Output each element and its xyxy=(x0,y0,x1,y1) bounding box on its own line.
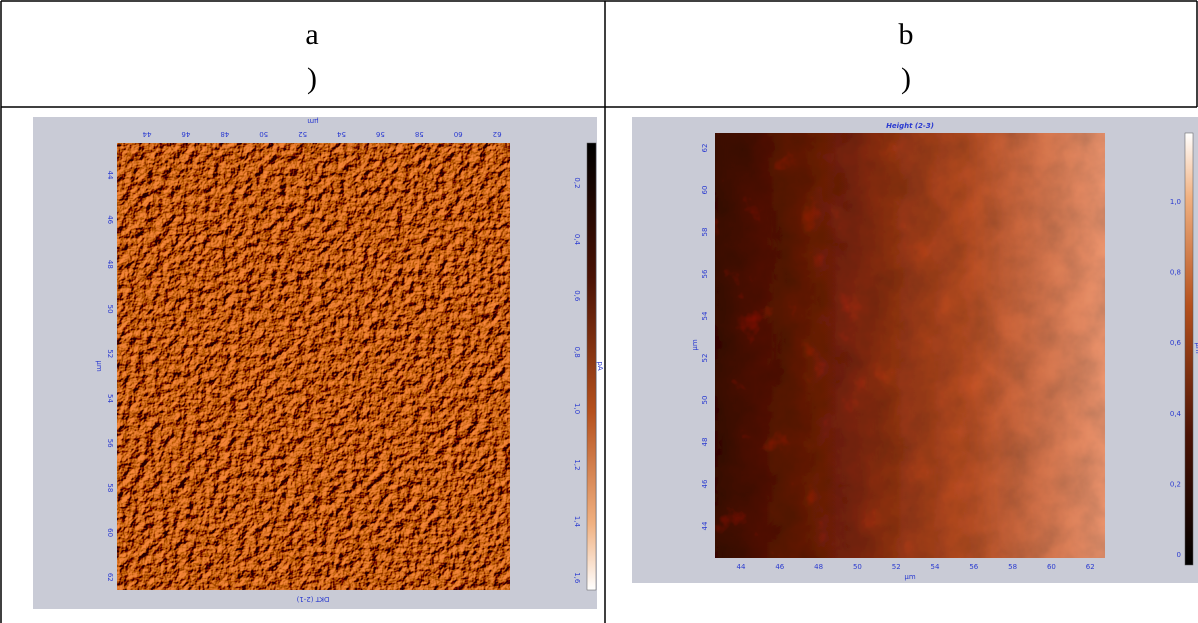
colorbar-tick-label: 0,8 xyxy=(1170,269,1181,277)
colorbar-tick-label: 0,8 xyxy=(573,347,581,358)
y-tick-label: 62 xyxy=(701,144,709,153)
y-tick-label: 52 xyxy=(106,349,114,358)
x-tick-label: 62 xyxy=(493,130,502,138)
x-tick-label: 54 xyxy=(337,130,346,138)
x-tick-label: 46 xyxy=(775,563,784,571)
colorbar-tick-label: 1,4 xyxy=(573,516,581,528)
axis-unit: µm xyxy=(307,117,318,125)
y-tick-label: 62 xyxy=(106,573,114,582)
x-tick-label: 44 xyxy=(142,130,151,138)
colorbar-tick-label: 1,0 xyxy=(573,403,581,414)
x-tick-label: 50 xyxy=(259,130,268,138)
x-tick-label: 58 xyxy=(1008,563,1017,571)
y-tick-label: 48 xyxy=(106,260,114,269)
y-tick-label: 60 xyxy=(106,528,114,537)
x-tick-label: 46 xyxy=(181,130,190,138)
y-tick-label: 58 xyxy=(106,483,114,492)
x-tick-label: 44 xyxy=(737,563,746,571)
y-tick-label: 54 xyxy=(106,394,114,403)
y-tick-label: 46 xyxy=(106,215,114,224)
x-tick-label: 60 xyxy=(454,130,463,138)
caption: DKT (2-1) xyxy=(296,595,329,603)
y-tick-label: 58 xyxy=(701,228,709,237)
panel-label-suffix: ) xyxy=(901,62,911,95)
y-tick-label: 54 xyxy=(701,311,709,320)
x-tick-label: 50 xyxy=(853,563,862,571)
y-tick-label: 50 xyxy=(701,396,709,405)
colorbar-tick-label: 0,2 xyxy=(1170,480,1181,488)
y-tick-label: 56 xyxy=(701,269,709,278)
y-tick-label: 48 xyxy=(701,438,709,447)
colorbar-tick-label: 1,6 xyxy=(573,572,581,584)
panel-label-suffix: ) xyxy=(307,62,317,95)
y-tick-label: 52 xyxy=(701,354,709,363)
colorbar-unit: µm xyxy=(1194,342,1198,353)
y-tick-label: 46 xyxy=(701,479,709,488)
afm-image-a xyxy=(33,117,597,609)
colorbar-unit: pA xyxy=(596,361,604,370)
x-tick-label: 56 xyxy=(375,130,384,138)
colorbar-tick-label: 0,4 xyxy=(573,234,581,246)
x-tick-label: 52 xyxy=(298,130,307,138)
y-tick-label: 44 xyxy=(106,171,114,180)
colorbar-tick-label: 0,6 xyxy=(1170,339,1182,347)
plot-title: Height (2-3) xyxy=(886,122,934,130)
panel-label: a xyxy=(305,18,318,51)
x-tick-label: 60 xyxy=(1047,563,1056,571)
y-axis-unit: µm xyxy=(691,339,699,350)
afm-image-b xyxy=(632,117,1198,583)
x-tick-label: 62 xyxy=(1086,563,1095,571)
axis-unit: µm xyxy=(95,360,103,371)
x-tick-label: 48 xyxy=(220,130,229,138)
y-tick-label: 50 xyxy=(106,305,114,314)
colorbar-tick-label: 0,6 xyxy=(573,290,581,302)
x-tick-label: 56 xyxy=(969,563,978,571)
y-tick-label: 56 xyxy=(106,439,114,448)
x-tick-label: 54 xyxy=(931,563,940,571)
y-tick-label: 44 xyxy=(701,521,709,530)
colorbar-tick-label: 0,2 xyxy=(573,177,581,188)
x-tick-label: 52 xyxy=(892,563,901,571)
panel-label: b xyxy=(899,18,914,51)
colorbar-tick-label: 0 xyxy=(1177,551,1181,559)
colorbar-tick-label: 0,4 xyxy=(1170,410,1182,418)
y-tick-label: 60 xyxy=(701,186,709,195)
x-tick-label: 58 xyxy=(415,130,424,138)
x-tick-label: 48 xyxy=(814,563,823,571)
colorbar-tick-label: 1,2 xyxy=(573,459,581,470)
colorbar-tick-label: 1,0 xyxy=(1170,198,1181,206)
x-axis-unit: µm xyxy=(904,573,915,581)
page: a ) b ) 44 46 48 50 52 54 56 58 60 62 44 46 48 50 52 54… xyxy=(0,0,1198,623)
